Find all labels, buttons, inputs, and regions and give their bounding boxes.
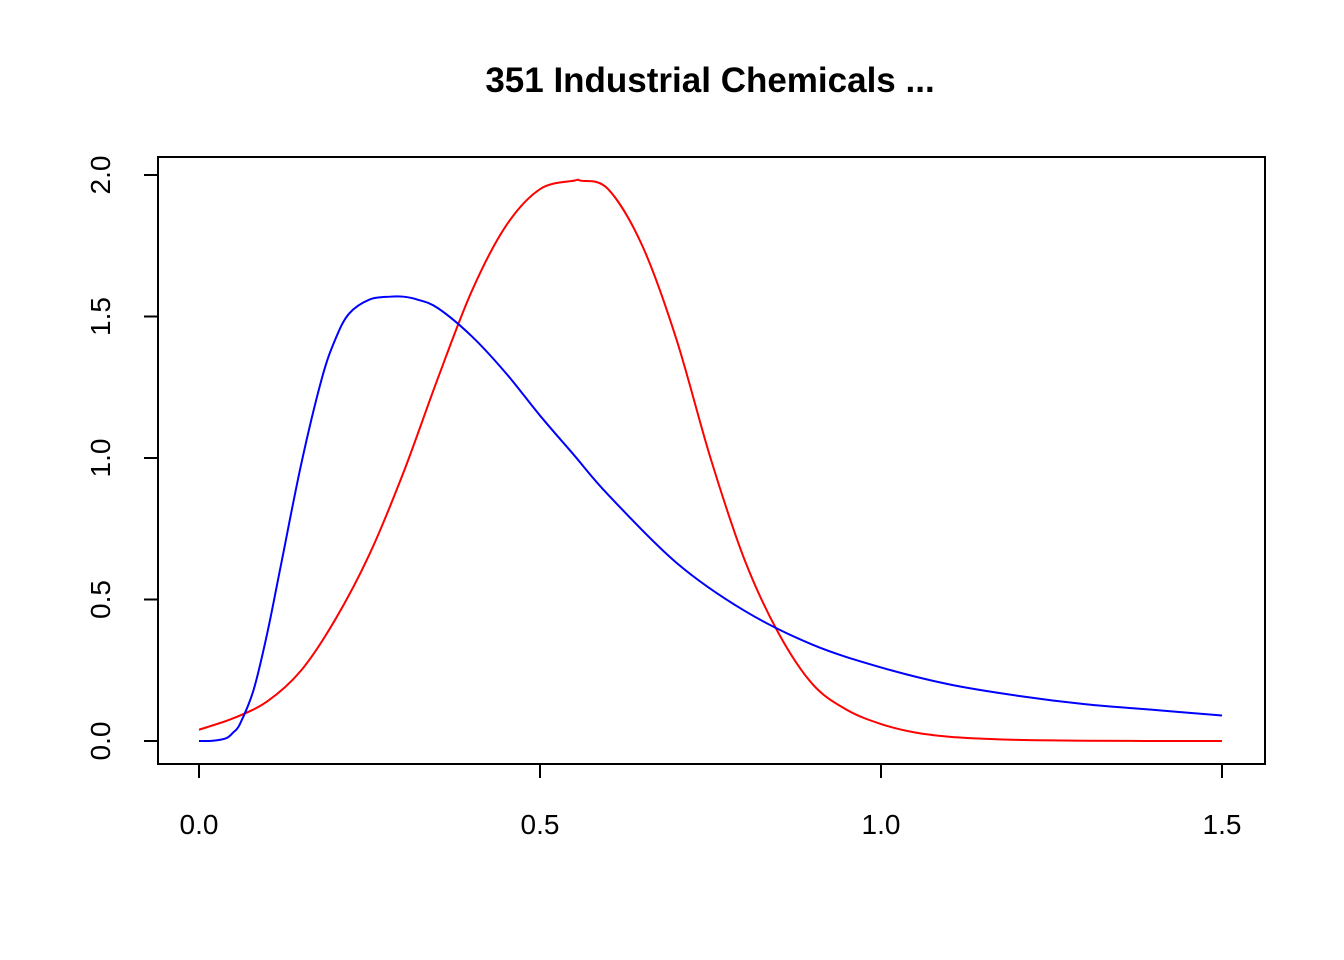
chart-title: 351 Industrial Chemicals ... bbox=[485, 61, 934, 100]
x-tick-label: 0.0 bbox=[180, 809, 219, 840]
y-tick-label: 1.5 bbox=[85, 297, 116, 336]
y-tick-label: 1.0 bbox=[85, 439, 116, 478]
series-line-2 bbox=[198, 295, 1223, 743]
y-tick-label: 0.0 bbox=[85, 722, 116, 761]
x-tick-label: 1.0 bbox=[862, 809, 901, 840]
x-tick-label: 1.5 bbox=[1203, 809, 1242, 840]
series-line-1 bbox=[198, 178, 1223, 743]
y-tick-label: 0.5 bbox=[85, 580, 116, 619]
x-tick-label: 0.5 bbox=[521, 809, 560, 840]
y-tick-label: 2.0 bbox=[85, 156, 116, 195]
series-layer bbox=[198, 178, 1223, 743]
x-axis: 0.0 0.5 1.0 1.5 bbox=[180, 763, 1242, 840]
y-axis: 0.0 0.5 1.0 1.5 2.0 bbox=[85, 156, 159, 761]
